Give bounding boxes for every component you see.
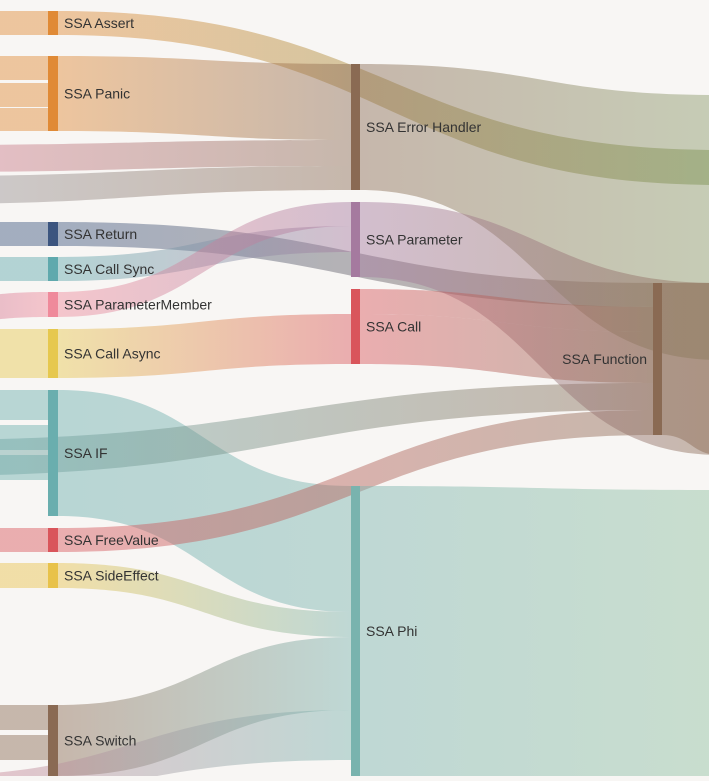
sankey-link [0,329,48,379]
sankey-link [58,410,653,552]
sankey-node-ssa-parameter[interactable] [351,202,360,277]
node-label-ssa-call-sync: SSA Call Sync [64,261,154,277]
node-label-ssa-parameter: SSA Parameter [366,232,463,248]
node-label-ssa-if: SSA IF [64,445,108,461]
sankey-node-ssa-return[interactable] [48,222,58,246]
sankey-link [58,56,351,140]
sankey-node-ssa-panic[interactable] [48,56,58,131]
sankey-link [360,314,653,383]
sankey-node-ssa-call-sync[interactable] [48,257,58,281]
sankey-link [58,202,351,317]
sankey-link [0,222,48,247]
sankey-link [0,383,653,475]
sankey-link [0,166,351,204]
sankey-link [0,11,48,36]
sankey-link [0,257,48,282]
sankey-node-ssa-sideeffect[interactable] [48,563,58,588]
node-label-ssa-assert: SSA Assert [64,15,134,31]
sankey-link [0,83,48,108]
sankey-link [58,637,351,776]
sankey-node-ssa-assert[interactable] [48,11,58,35]
sankey-node-ssa-call-async[interactable] [48,329,58,378]
sankey-node-ssa-parammember[interactable] [48,292,58,317]
sankey-node-ssa-freevalue[interactable] [48,528,58,552]
sankey-link [58,563,351,637]
sankey-link [0,528,48,553]
node-label-ssa-return: SSA Return [64,226,137,242]
sankey-link [0,390,48,421]
sankey-link [0,292,48,320]
sankey-node-ssa-call[interactable] [351,289,360,364]
sankey-link [0,710,351,781]
node-label-ssa-switch: SSA Switch [64,733,136,749]
node-label-ssa-function: SSA Function [562,351,647,367]
sankey-link [360,289,653,332]
sankey-link [662,283,709,454]
sankey-link [58,314,351,378]
sankey-nodes [48,11,662,776]
sankey-node-ssa-phi[interactable] [351,486,360,776]
node-label-ssa-call: SSA Call [366,319,421,335]
sankey-labels: SSA Assert SSA Panic SSA Return SSA Call Sy… [64,15,647,749]
sankey-node-ssa-if[interactable] [48,390,58,516]
sankey-node-ssa-function[interactable] [653,283,662,435]
sankey-link [0,108,48,132]
sankey-link [0,140,351,172]
node-label-ssa-panic: SSA Panic [64,86,130,102]
sankey-link [360,486,709,781]
sankey-link [0,56,48,81]
node-label-ssa-error-handler: SSA Error Handler [366,119,481,135]
node-label-ssa-call-async: SSA Call Async [64,346,161,362]
node-label-ssa-parammember: SSA ParameterMember [64,297,212,313]
sankey-node-ssa-switch[interactable] [48,705,58,776]
sankey-node-ssa-error-handler[interactable] [351,64,360,190]
sankey-link [0,735,48,761]
sankey-link [0,563,48,589]
sankey-link [0,705,48,731]
node-label-ssa-freevalue: SSA FreeValue [64,532,159,548]
node-label-ssa-sideeffect: SSA SideEffect [64,568,159,584]
node-label-ssa-phi: SSA Phi [366,623,417,639]
